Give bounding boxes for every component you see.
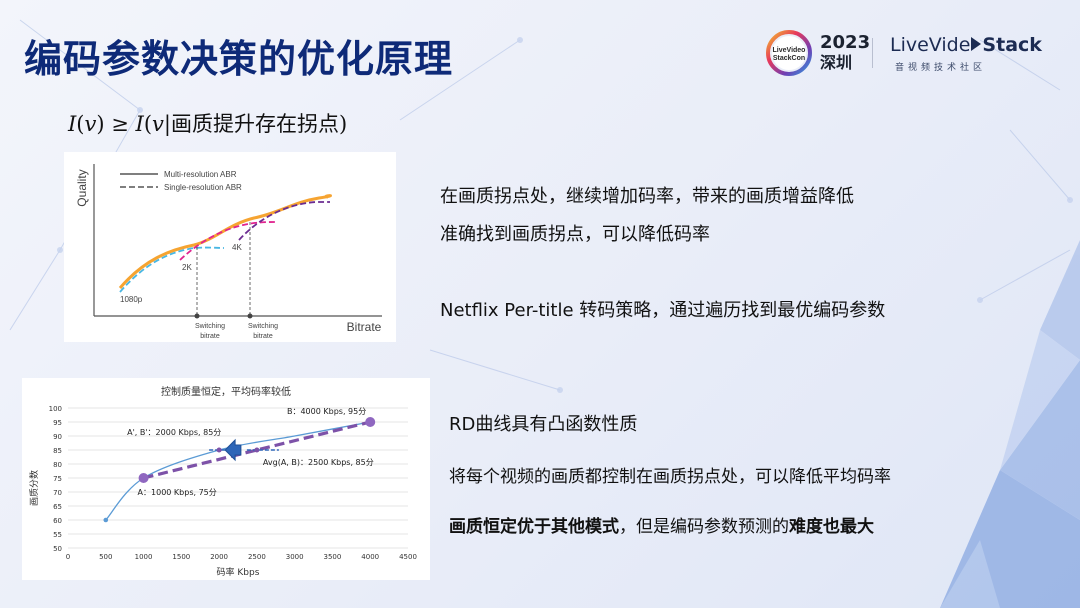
rd-ytick-label: 50 [53,545,62,553]
svg-text:StackCon: StackCon [773,55,805,62]
rd-ytick-label: 90 [53,433,62,441]
rd-marks: A：1000 Kbps, 75分 B：4000 Kbps, 95分 A', B'：2… [103,407,376,523]
rd-label-b: B：4000 Kbps, 95分 [287,407,366,416]
logo-brand-suffix: Stack [982,34,1042,56]
curve-1080p [119,246,225,293]
rd-ab-dashed-line [143,420,371,480]
slide-title: 编码参数决策的优化原理 [24,37,454,81]
rd-highlight-point [365,417,376,427]
text-constant-quality: 画质恒定优于其他模式，但是编码参数预测的难度也最大 [449,517,874,537]
rd-ytick-label: 80 [53,461,62,469]
livevideostack-logo: LiveVide Stack [890,34,1042,56]
rd-secondary-point [254,447,260,453]
rd-xtick-label: 1000 [135,553,153,561]
rd-xtick-label: 0 [66,553,70,561]
abr-quality-figure: Quality Bitrate Multi-resolution ABR Sin… [64,152,396,342]
legend-single-label: Single-resolution ABR [164,183,242,192]
livevideostackcon-badge-icon: LiveVideo StackCon [766,30,812,76]
switch-2-line2: bitrate [253,333,273,340]
conference-city: 深圳 [820,53,853,72]
rd-xtick-label: 1500 [172,553,190,561]
rd-ytick-label: 65 [53,503,62,511]
label-1080p: 1080p [120,295,143,304]
curve-2k [179,221,277,261]
label-4k: 4K [232,243,242,252]
rd-data-point [103,517,109,523]
rd-ytick-label: 95 [53,419,62,427]
switching-point-1 [194,313,200,319]
logo-brand-prefix: L [890,34,901,56]
rd-ytick-label: 100 [49,405,62,413]
svg-text:LiveVideo: LiveVideo [773,47,806,54]
rd-ytick-label: 60 [53,517,62,525]
rd-xtick-label: 2000 [210,553,228,561]
text-find-knee: 准确找到画质拐点，可以降低码率 [440,224,710,245]
rd-xlabel: 码率 Kbps [217,566,260,578]
switch-1-line1: Switching [195,323,225,330]
logo-divider [872,38,873,68]
rd-xtick-label: 4000 [361,553,379,561]
rd-secondary-point [216,447,222,453]
multi-resolution-curve [118,194,332,289]
rd-ytick-label: 55 [53,531,62,539]
rd-chart-title: 控制质量恒定，平均码率较低 [161,385,291,398]
logo-brand-mid: iveVide [900,34,971,56]
rd-label-a: A：1000 Kbps, 75分 [138,488,217,497]
rd-ytick-label: 75 [53,475,62,483]
rd-ytick-label: 70 [53,489,62,497]
text-control-quality: 将每个视频的画质都控制在画质拐点处，可以降低平均码率 [449,467,891,487]
switching-point-2 [247,313,253,319]
switch-1-line2: bitrate [200,333,220,340]
rd-chart-panel: 控制质量恒定，平均码率较低 50 55 60 65 70 75 80 85 90 95 100 0 50… [22,378,430,580]
curve-4k [238,201,330,241]
rd-shift-arrow [224,438,242,462]
logo-subtitle: 音视频技术社区 [895,63,987,73]
abr-ylabel: Quality [75,169,89,206]
rd-xtick-label: 4500 [399,553,417,561]
label-2k: 2K [182,263,192,272]
rd-ylabel: 画质分数 [28,470,40,506]
legend-multi-label: Multi-resolution ABR [164,170,237,179]
rd-xtick-label: 3000 [286,553,304,561]
text-netflix-per-title: Netflix Per-title 转码策略，通过遍历找到最优编码参数 [440,300,886,321]
text-rd-convex: RD曲线具有凸函数性质 [449,414,638,435]
abr-figure-svg: Quality Bitrate Multi-resolution ABR Sin… [75,164,382,340]
quality-inequality-formula: I(v) ≥ I(v|画质提升存在拐点) [68,112,348,136]
abr-xlabel: Bitrate [347,320,382,334]
rd-ytick-label: 85 [53,447,62,455]
text-knee-gain: 在画质拐点处，继续增加码率，带来的画质增益降低 [440,186,854,207]
rd-highlight-point [138,473,149,483]
rd-xtick-label: 3500 [324,553,342,561]
rd-grid [68,407,408,549]
rd-xtick-label: 500 [99,553,112,561]
rd-label-a-prime: A', B'：2000 Kbps, 85分 [127,428,221,437]
switch-2-line1: Switching [248,323,278,330]
rd-label-avg: Avg(A, B)：2500 Kbps, 85分 [263,458,374,467]
rd-xtick-label: 2500 [248,553,266,561]
conference-year: 2023 [820,32,871,53]
play-icon [971,37,982,51]
